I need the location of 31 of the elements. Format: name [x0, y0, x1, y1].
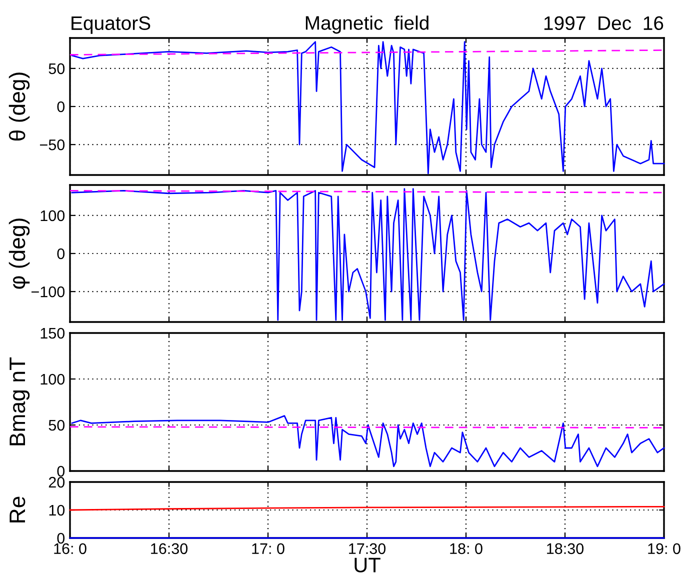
y-tick-label: 20: [48, 476, 65, 488]
line-series: [71, 41, 665, 174]
y-tick-label: 50: [48, 420, 65, 431]
y-tick-label: 0: [57, 101, 65, 112]
y-tick-label: 100: [40, 210, 65, 222]
x-tick-label: 19: 0: [648, 543, 680, 554]
y-tick-label: 100: [40, 374, 65, 385]
y-tick-label: −100: [31, 286, 65, 298]
y-tick-label: 0: [57, 466, 65, 477]
line-series: [71, 188, 665, 321]
y-tick-label: 10: [49, 504, 65, 516]
y-axis-title: φ (deg): [8, 218, 30, 289]
y-tick-label: −50: [40, 139, 65, 150]
x-tick-label: 16: 0: [54, 543, 86, 554]
x-tick-label: 16:30: [151, 543, 188, 554]
y-tick-label: 0: [57, 532, 65, 544]
chart-title: Magnetic field: [306, 16, 428, 34]
y-axis-title: θ (deg): [8, 72, 30, 141]
x-axis-title: UT: [354, 558, 380, 572]
y-axis-title: Bmag nT: [10, 357, 30, 446]
y-tick-label: 50: [48, 63, 65, 74]
y-tick-label: 150: [40, 328, 65, 339]
y-axis-title: Re: [10, 496, 26, 522]
x-tick-label: 17:30: [349, 543, 386, 554]
x-tick-label: 17: 0: [252, 543, 284, 554]
x-tick-label: 18: 0: [450, 543, 482, 554]
x-tick-label: 18:30: [547, 543, 584, 554]
y-tick-label: 0: [57, 248, 65, 260]
text: EquatorS: [72, 16, 150, 34]
line-series: [71, 415, 665, 468]
text: 1997 Dec 16: [544, 16, 664, 30]
